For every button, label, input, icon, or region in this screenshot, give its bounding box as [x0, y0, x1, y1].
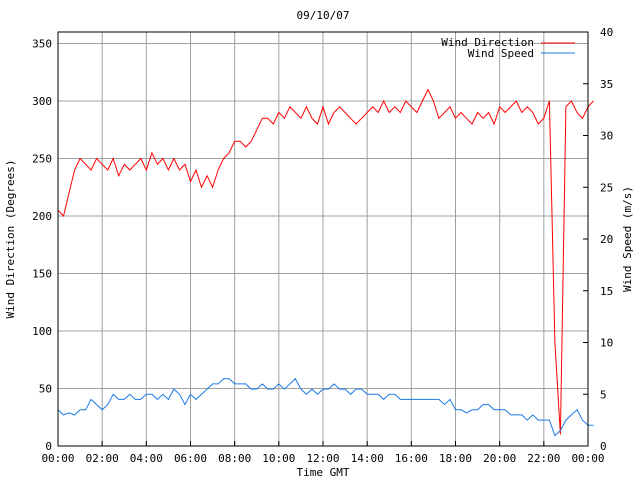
- series-line-wind-speed: [57, 377, 594, 437]
- y-tick-label: 0: [45, 440, 52, 453]
- y-tick-label: 300: [32, 95, 52, 108]
- y-tick-label: 150: [32, 268, 52, 281]
- y2-tick-label: 25: [600, 181, 613, 194]
- legend-label-speed: Wind Speed: [468, 47, 534, 60]
- series-lines: [57, 88, 594, 437]
- y2-tick-label: 40: [600, 26, 613, 39]
- x-tick-label: 00:00: [571, 452, 604, 465]
- series-line-wind-direction: [57, 88, 594, 435]
- y2-tick-label: 5: [600, 388, 607, 401]
- y-tick-label: 200: [32, 210, 52, 223]
- x-tick-label: 14:00: [351, 452, 384, 465]
- y2-axis-label: Wind Speed (m/s): [621, 186, 634, 292]
- y-tick-label: 100: [32, 325, 52, 338]
- x-tick-label: 16:00: [395, 452, 428, 465]
- y-axis-label: Wind Direction (Degrees): [4, 160, 17, 319]
- y2-tick-label: 0: [600, 440, 607, 453]
- chart-title: 09/10/07: [297, 9, 350, 22]
- x-tick-label: 04:00: [130, 452, 163, 465]
- x-axis-label: Time GMT: [297, 466, 350, 479]
- y2-tick-label: 35: [600, 78, 613, 91]
- y2-tick-label: 20: [600, 233, 613, 246]
- y2-tick-label: 15: [600, 285, 613, 298]
- x-tick-label: 12:00: [306, 452, 339, 465]
- x-tick-label: 06:00: [174, 452, 207, 465]
- x-tick-label: 08:00: [218, 452, 251, 465]
- grid: [58, 32, 588, 446]
- tick-labels: 00:00 02:00 04:00 06:00 08:00 10:00 12:00 14:00…: [32, 26, 613, 465]
- legend: Wind Direction Wind Speed: [441, 36, 575, 60]
- x-tick-label: 00:00: [41, 452, 74, 465]
- x-tick-label: 20:00: [483, 452, 516, 465]
- x-tick-label: 10:00: [262, 452, 295, 465]
- y2-tick-label: 10: [600, 337, 613, 350]
- y-tick-label: 250: [32, 153, 52, 166]
- x-tick-label: 18:00: [439, 452, 472, 465]
- x-tick-label: 22:00: [527, 452, 560, 465]
- y-tick-label: 350: [32, 38, 52, 51]
- legend-label-direction: Wind Direction: [441, 36, 534, 49]
- y-tick-label: 50: [39, 383, 52, 396]
- y2-tick-label: 30: [600, 130, 613, 143]
- x-tick-label: 02:00: [86, 452, 119, 465]
